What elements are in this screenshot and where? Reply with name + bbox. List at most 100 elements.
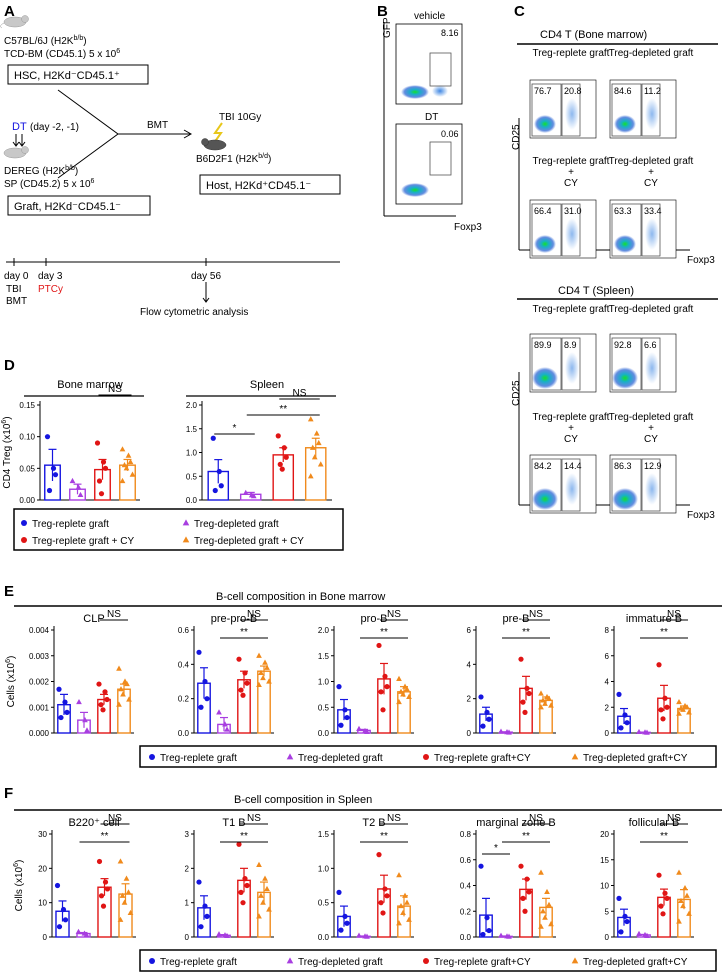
- tick-label: 0: [467, 729, 472, 738]
- legend-panel-d: Treg-replete graft Treg-depleted graft Tre…: [13, 508, 344, 551]
- panel-letter-b: B: [377, 3, 388, 20]
- significance-label: *: [233, 423, 237, 434]
- flow-plot: [609, 333, 677, 393]
- chart-title: marginal zone B: [476, 817, 556, 829]
- data-point: [546, 695, 552, 701]
- gate-left: [611, 337, 642, 391]
- data-point: [548, 702, 554, 708]
- data-point: [396, 698, 402, 705]
- timeline-flow: Flow cytometric analysis: [140, 307, 248, 318]
- data-point: [119, 892, 126, 898]
- data-point: [656, 872, 662, 878]
- vehicle-gate-value: 8.16: [441, 28, 459, 38]
- data-point: [524, 876, 530, 882]
- tick-label: 0.0: [318, 729, 330, 738]
- data-point: [126, 696, 132, 702]
- significance-label: NS: [667, 813, 681, 824]
- legend-marker: [182, 519, 190, 526]
- data-point: [129, 471, 136, 477]
- data-point: [404, 899, 410, 905]
- dt-arrows: [12, 134, 26, 147]
- legend-label: Treg-replete graft + CY: [32, 536, 135, 547]
- tick-label: 0.002: [29, 678, 50, 687]
- data-point: [524, 685, 530, 691]
- flow-plot-title: Treg-depleted graft: [609, 304, 694, 315]
- tick-label: 0.6: [178, 626, 190, 635]
- data-point: [117, 916, 124, 922]
- data-point: [658, 903, 664, 909]
- data-point: [356, 725, 362, 731]
- gate-right: [561, 458, 581, 512]
- data-point: [250, 493, 257, 499]
- data-point: [404, 686, 410, 692]
- tick-label: 0.0: [460, 933, 472, 942]
- data-point: [344, 920, 350, 926]
- data-point: [336, 684, 342, 690]
- dt-label: DT: [12, 121, 27, 133]
- data-point: [121, 462, 128, 468]
- data-point: [266, 678, 272, 684]
- data-point: [522, 709, 528, 716]
- tick-label: 0.001: [29, 703, 50, 712]
- data-point: [119, 446, 126, 452]
- tick-label: 2: [605, 703, 610, 712]
- data-point: [244, 882, 250, 889]
- significance-label: NS: [387, 813, 401, 824]
- graft-box: [7, 195, 151, 216]
- data-point: [242, 876, 248, 882]
- data-point: [678, 897, 684, 904]
- data-point: [204, 913, 210, 920]
- dt-days: (day -2, -1): [30, 122, 79, 133]
- data-point: [498, 932, 504, 938]
- host-strain: B6D2F1 (H2K: [196, 154, 259, 165]
- gate-left: [611, 458, 642, 512]
- chart-title: pro-B: [361, 613, 388, 625]
- data-point: [75, 484, 82, 490]
- data-point: [336, 889, 342, 895]
- significance-label: *: [494, 843, 498, 854]
- tick-label: 6: [467, 626, 472, 635]
- tick-label: 0.00: [19, 496, 35, 505]
- data-point: [125, 889, 132, 895]
- data-point: [76, 698, 82, 705]
- data-point: [658, 707, 664, 713]
- data-point: [118, 686, 124, 692]
- chart-f3: T2 B 0.0 0.5 1.0 1.5 ** NS: [318, 813, 414, 942]
- data-point: [309, 444, 316, 450]
- chart-title: immature B: [626, 613, 682, 625]
- host-box: [199, 174, 341, 195]
- data-point: [522, 908, 528, 914]
- significance-label: NS: [293, 388, 307, 399]
- data-point: [238, 687, 244, 693]
- data-point: [664, 895, 670, 901]
- panel-b-y-axis: GFP: [382, 17, 393, 38]
- data-point: [542, 914, 548, 920]
- chart-title: follicular B: [629, 817, 680, 829]
- data-point: [356, 932, 362, 938]
- tick-label: 0: [605, 933, 610, 942]
- panel-c-spleen-y-axis: CD25: [511, 380, 522, 406]
- data-point: [344, 714, 350, 721]
- data-point: [119, 477, 126, 484]
- data-point: [216, 709, 222, 715]
- chart-e1: CLP 0.000 0.001 0.002 0.003 0.004 Cells (x106)…: [5, 609, 134, 738]
- data-point: [384, 893, 390, 899]
- data-point: [256, 861, 262, 867]
- data-point: [686, 709, 692, 715]
- gate-left-value: 92.8: [614, 340, 632, 350]
- data-point: [313, 430, 320, 436]
- gate-left-value: 89.9: [534, 340, 552, 350]
- chart-f4: marginal zone B0.00.20.40.60.8***NS: [460, 813, 556, 942]
- data-point: [236, 841, 242, 847]
- data-point: [104, 696, 110, 703]
- gate-right: [641, 83, 661, 137]
- data-point: [484, 709, 490, 716]
- donor-cells: TCD-BM (CD45.1) 5 x 10: [4, 49, 117, 60]
- significance-label: NS: [107, 609, 121, 620]
- panel-c-bm-y-axis: CD25: [511, 124, 522, 150]
- data-point: [676, 698, 682, 705]
- data-point: [102, 689, 108, 695]
- panel-c-bm-header: CD4 T (Bone marrow): [540, 29, 647, 41]
- data-point: [69, 477, 76, 484]
- flow-plot-title: Treg-depleted graft: [609, 48, 694, 59]
